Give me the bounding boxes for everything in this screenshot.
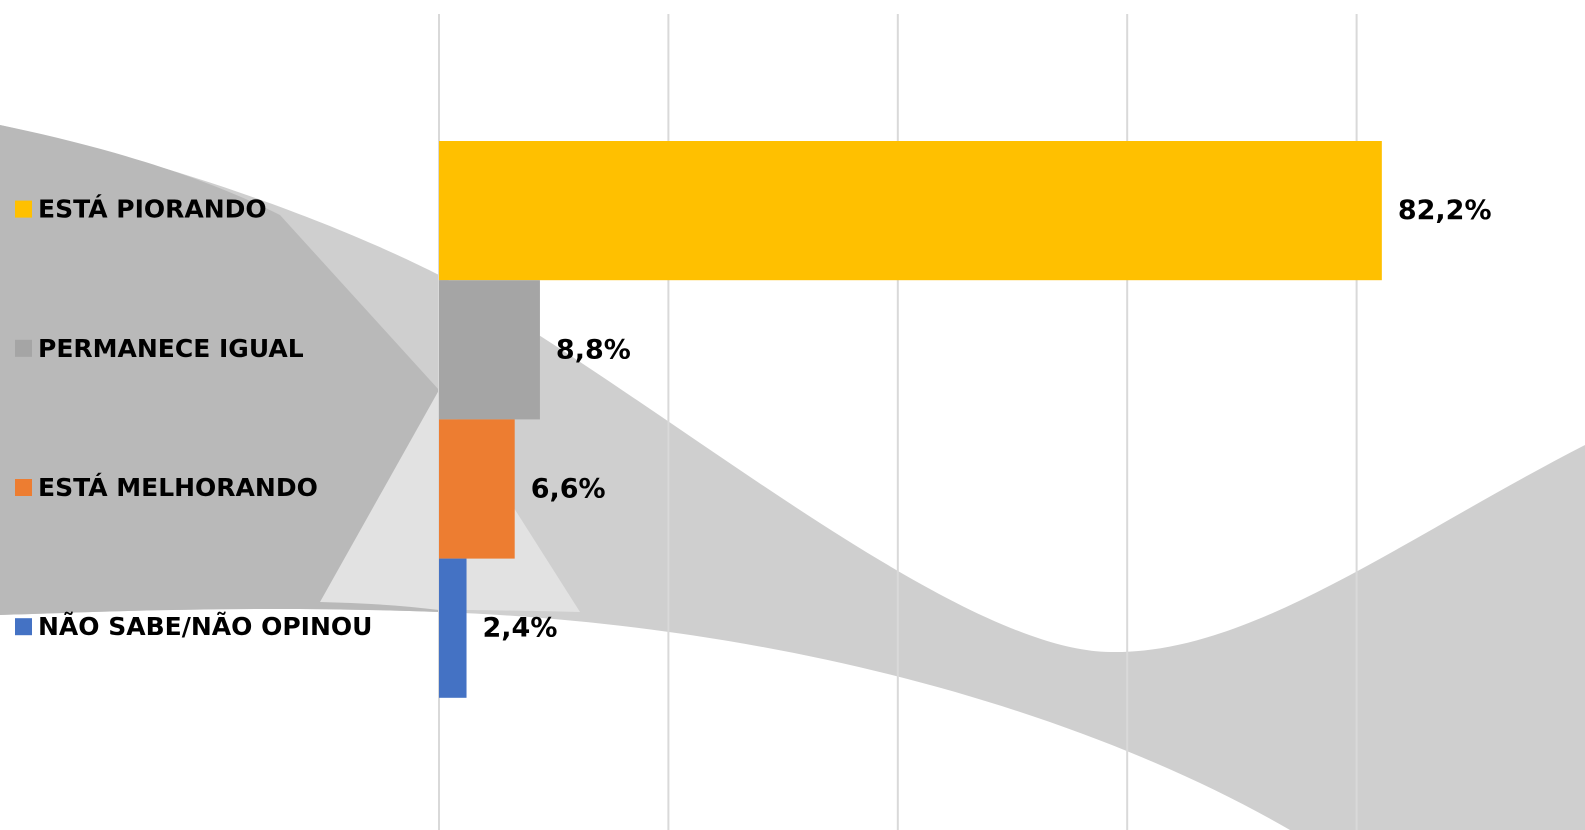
legend-swatch (15, 201, 32, 218)
bar (439, 559, 467, 698)
value-label: 82,2% (1398, 195, 1492, 226)
value-label: 2,4% (483, 613, 558, 644)
legend-swatch (15, 479, 32, 496)
bar (439, 141, 1382, 280)
category-label: NÃO SABE/NÃO OPINOU (38, 612, 372, 641)
legend-swatch (15, 618, 32, 635)
chart: 82,2% ESTÁ PIORANDO 8,8% PERMANECE IGUAL 6,6… (0, 0, 1585, 830)
bar (439, 419, 515, 558)
page: {"chart_data": {"type": "bar", "orientat… (0, 0, 1585, 830)
value-label: 6,6% (531, 474, 606, 505)
category-label: PERMANECE IGUAL (38, 334, 304, 363)
value-label: 8,8% (556, 334, 631, 365)
bar (439, 280, 540, 419)
category-label: ESTÁ MELHORANDO (38, 473, 318, 502)
category-label: ESTÁ PIORANDO (38, 195, 267, 224)
legend-swatch (15, 340, 32, 357)
